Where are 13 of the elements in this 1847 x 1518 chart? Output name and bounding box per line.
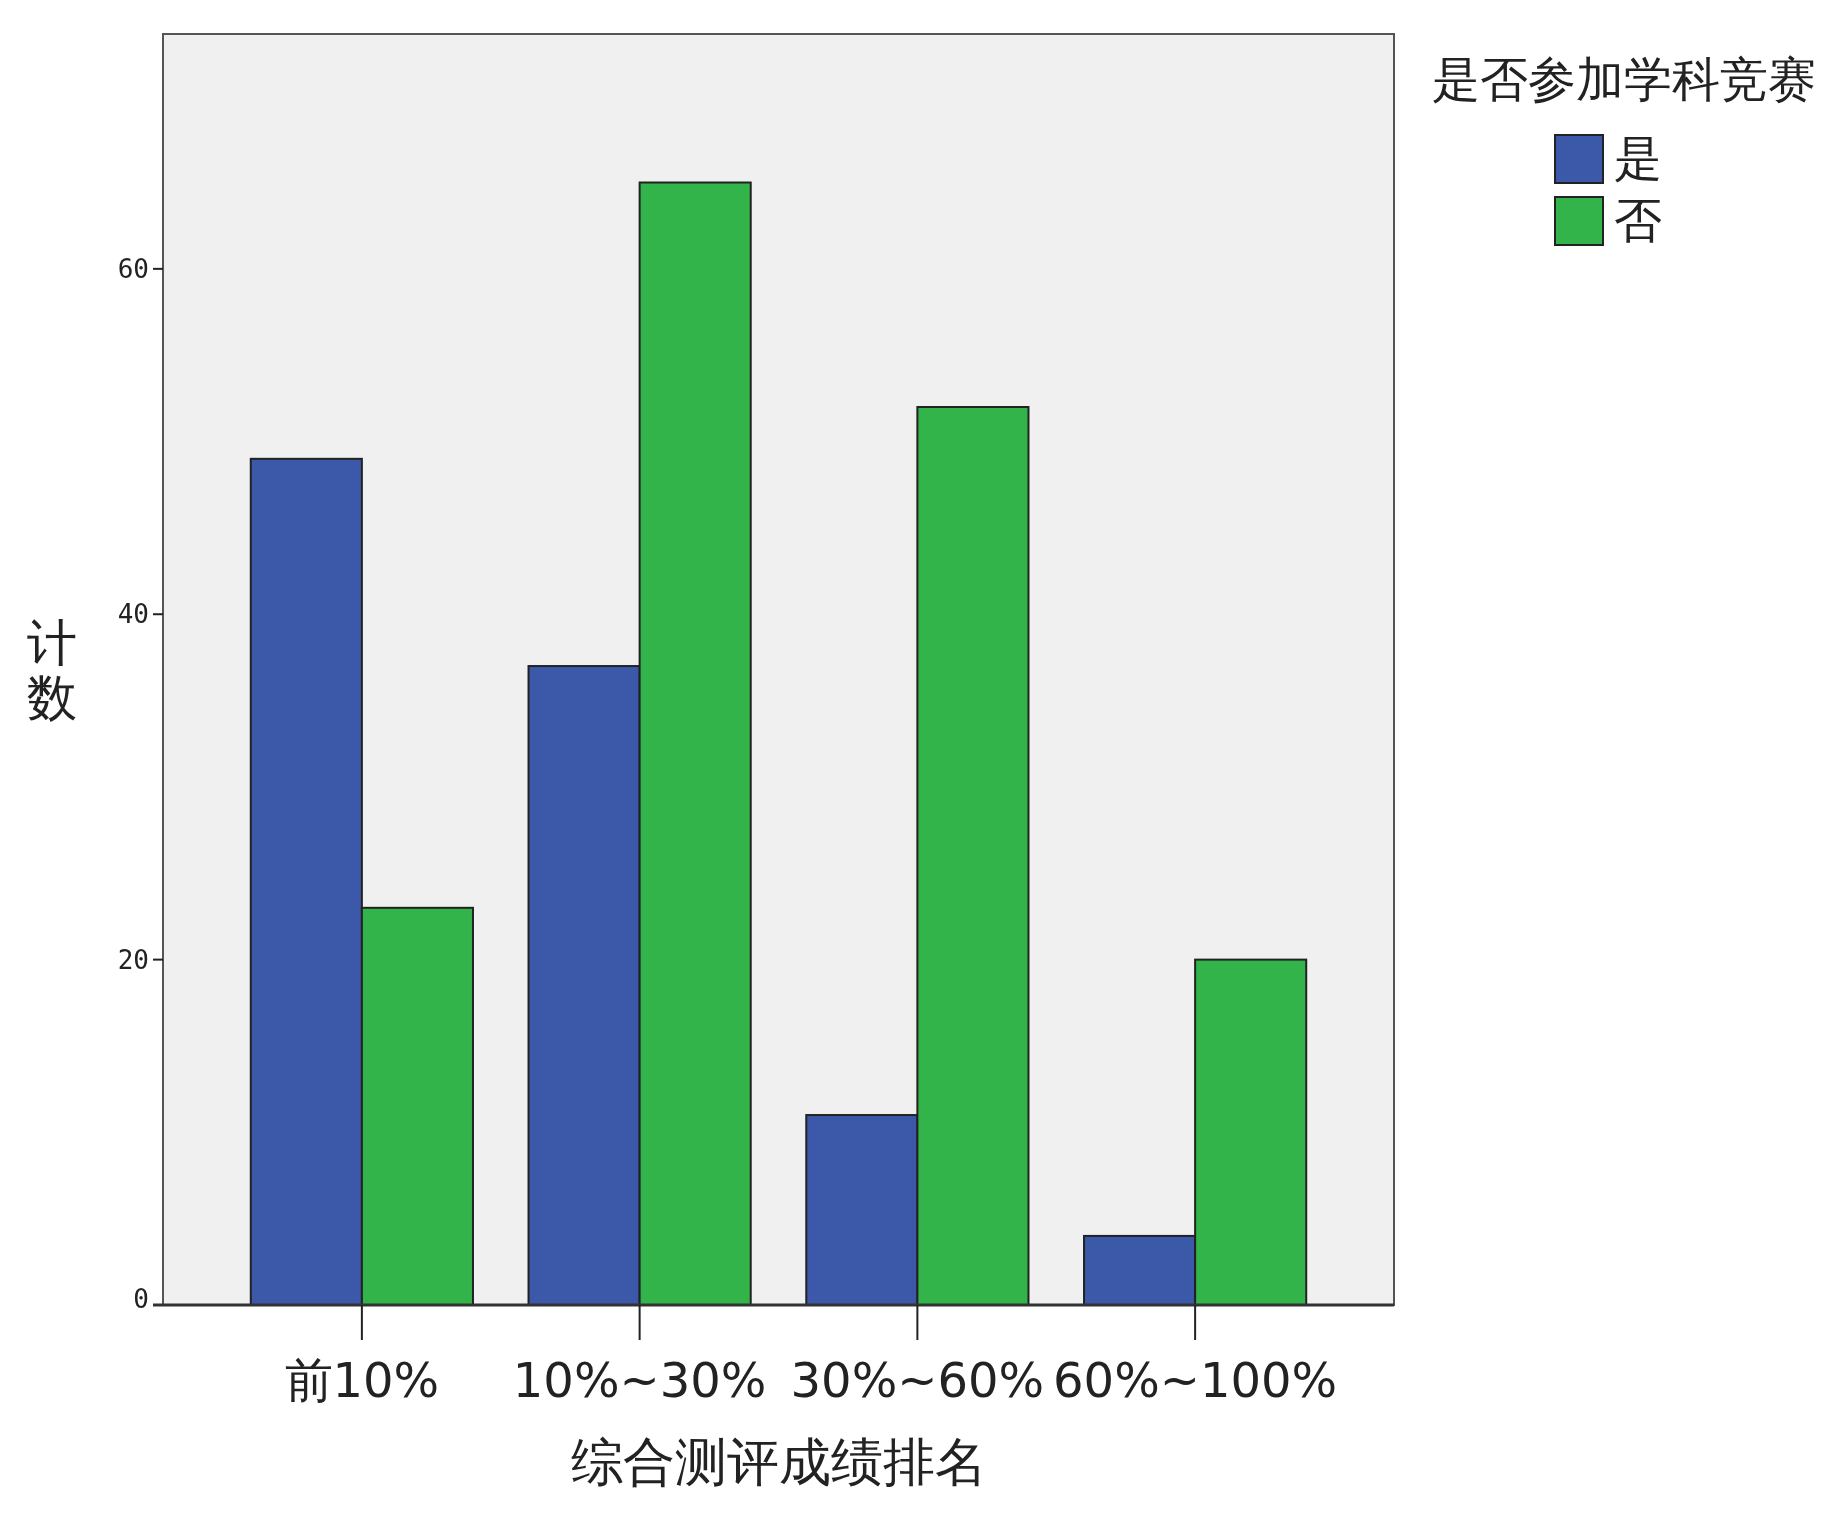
y-tick-label: 20 xyxy=(117,944,149,975)
x-tick-label: 30%~60% xyxy=(790,1352,1045,1408)
legend-title: 是否参加学科竞赛 xyxy=(1431,50,1817,108)
y-tick-label: 40 xyxy=(117,599,149,630)
x-axis-title: 综合测评成绩排名 xyxy=(570,1432,987,1492)
x-tick-label: 60%~100% xyxy=(1053,1352,1338,1408)
legend-label: 是 xyxy=(1614,129,1662,188)
legend-label: 否 xyxy=(1614,191,1662,250)
y-tick-label: 60 xyxy=(117,253,149,284)
x-tick-label: 前10% xyxy=(284,1352,440,1408)
x-tick-label: 10%~30% xyxy=(512,1352,767,1408)
y-axis-title: 计数 xyxy=(27,614,77,727)
y-tick-label: 0 xyxy=(133,1284,149,1314)
